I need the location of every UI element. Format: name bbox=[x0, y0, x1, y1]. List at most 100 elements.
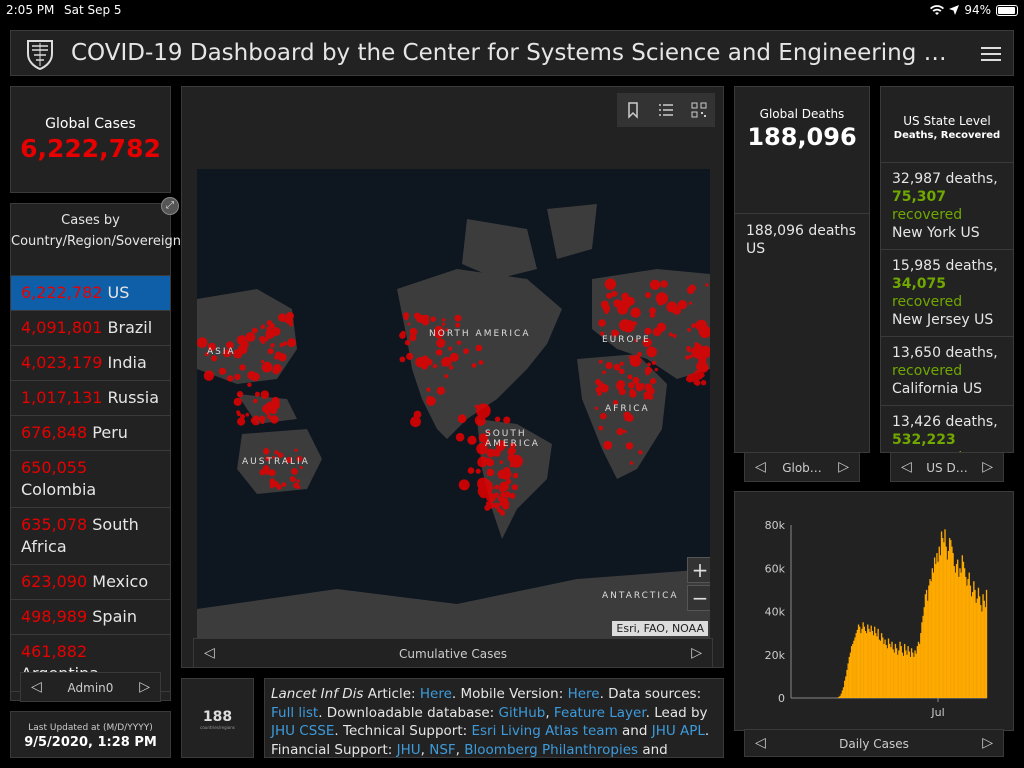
case-bubble[interactable] bbox=[227, 375, 234, 382]
daily-cases-bar[interactable] bbox=[869, 632, 871, 698]
daily-cases-bar[interactable] bbox=[912, 652, 914, 698]
case-bubble[interactable] bbox=[612, 399, 619, 406]
daily-cases-bar[interactable] bbox=[959, 568, 961, 698]
case-bubble[interactable] bbox=[643, 396, 647, 400]
next-arrow-icon[interactable]: ▷ bbox=[982, 735, 993, 751]
case-bubble[interactable] bbox=[624, 417, 628, 421]
case-bubble[interactable] bbox=[479, 490, 488, 499]
case-bubble[interactable] bbox=[273, 363, 282, 373]
daily-cases-bar[interactable] bbox=[946, 559, 948, 698]
case-bubble[interactable] bbox=[644, 327, 652, 335]
case-bubble[interactable] bbox=[598, 425, 604, 431]
case-bubble[interactable] bbox=[266, 326, 272, 332]
daily-cases-bar[interactable] bbox=[915, 653, 917, 698]
daily-cases-bar[interactable] bbox=[948, 537, 951, 698]
case-bubble[interactable] bbox=[493, 502, 500, 509]
country-list-item[interactable]: 623,090 Mexico bbox=[11, 565, 170, 600]
case-bubble[interactable] bbox=[263, 448, 270, 455]
daily-cases-bar[interactable] bbox=[850, 646, 853, 698]
daily-cases-bar[interactable] bbox=[981, 611, 983, 699]
country-list-item[interactable]: 1,017,131 Russia bbox=[11, 381, 170, 416]
case-bubble[interactable] bbox=[204, 352, 209, 357]
case-bubble[interactable] bbox=[496, 442, 505, 452]
case-bubble[interactable] bbox=[456, 340, 462, 345]
map-pager-label[interactable]: Cumulative Cases bbox=[399, 647, 507, 661]
daily-cases-bar[interactable] bbox=[917, 641, 920, 699]
case-bubble[interactable] bbox=[477, 456, 488, 467]
daily-cases-bar[interactable] bbox=[955, 563, 958, 698]
case-bubble[interactable] bbox=[502, 497, 509, 503]
case-bubble[interactable] bbox=[286, 456, 293, 463]
case-bubble[interactable] bbox=[211, 355, 218, 362]
daily-cases-bar[interactable] bbox=[951, 546, 953, 699]
daily-cases-bar[interactable] bbox=[857, 624, 860, 698]
case-bubble[interactable] bbox=[499, 486, 505, 493]
daily-cases-bar[interactable] bbox=[860, 633, 862, 699]
case-bubble[interactable] bbox=[695, 319, 708, 332]
daily-cases-bar[interactable] bbox=[943, 542, 945, 698]
daily-cases-bar[interactable] bbox=[962, 561, 965, 698]
case-bubble[interactable] bbox=[685, 377, 691, 382]
case-bubble[interactable] bbox=[598, 319, 606, 327]
case-bubble[interactable] bbox=[247, 382, 252, 387]
case-bubble[interactable] bbox=[266, 320, 273, 326]
daily-cases-bar[interactable] bbox=[887, 638, 890, 698]
daily-cases-bar[interactable] bbox=[976, 598, 978, 698]
daily-cases-bar[interactable] bbox=[894, 643, 897, 698]
case-bubble[interactable] bbox=[404, 316, 409, 321]
case-bubble[interactable] bbox=[503, 491, 511, 498]
case-bubble[interactable] bbox=[616, 428, 624, 436]
country-list-item[interactable]: 4,023,179 India bbox=[11, 346, 170, 381]
daily-cases-bar[interactable] bbox=[838, 696, 840, 698]
case-bubble[interactable] bbox=[640, 383, 645, 388]
case-bubble[interactable] bbox=[296, 455, 303, 462]
case-bubble[interactable] bbox=[226, 341, 234, 350]
case-bubble[interactable] bbox=[650, 378, 656, 385]
daily-cases-bar[interactable] bbox=[914, 650, 916, 699]
daily-cases-bar[interactable] bbox=[898, 650, 900, 699]
case-bubble[interactable] bbox=[660, 280, 668, 288]
case-bubble[interactable] bbox=[509, 442, 517, 449]
case-bubble[interactable] bbox=[487, 491, 491, 495]
feature-layer-link[interactable]: Feature Layer bbox=[553, 704, 646, 721]
daily-cases-bar[interactable] bbox=[973, 581, 975, 698]
daily-cases-bar[interactable] bbox=[897, 654, 899, 698]
case-bubble[interactable] bbox=[409, 327, 418, 336]
case-bubble[interactable] bbox=[625, 442, 634, 450]
case-bubble[interactable] bbox=[293, 482, 300, 489]
case-bubble[interactable] bbox=[413, 312, 421, 320]
daily-cases-bar[interactable] bbox=[930, 581, 932, 698]
daily-cases-bar[interactable] bbox=[871, 630, 874, 698]
case-bubble[interactable] bbox=[296, 479, 300, 483]
daily-cases-bar[interactable] bbox=[958, 576, 960, 698]
daily-cases-bar[interactable] bbox=[985, 589, 988, 699]
case-bubble[interactable] bbox=[426, 396, 436, 406]
case-bubble[interactable] bbox=[444, 374, 449, 379]
case-bubble[interactable] bbox=[478, 360, 484, 365]
case-bubble[interactable] bbox=[275, 329, 279, 333]
state-pager-label[interactable]: US D… bbox=[926, 461, 968, 475]
daily-cases-bar[interactable] bbox=[910, 648, 913, 698]
case-bubble[interactable] bbox=[247, 370, 256, 380]
case-bubble[interactable] bbox=[649, 279, 661, 290]
daily-cases-bar[interactable] bbox=[867, 624, 869, 698]
daily-cases-bar[interactable] bbox=[893, 652, 895, 698]
country-list-item[interactable]: 4,091,801 Brazil bbox=[11, 311, 170, 346]
case-bubble[interactable] bbox=[668, 332, 673, 337]
daily-cases-bar[interactable] bbox=[891, 641, 893, 699]
case-bubble[interactable] bbox=[441, 322, 446, 326]
case-bubble[interactable] bbox=[619, 319, 631, 332]
us-state-row[interactable]: 32,987 deaths, 75,307 recovered New York … bbox=[881, 163, 1013, 250]
next-arrow-icon[interactable]: ▷ bbox=[691, 645, 702, 661]
prev-arrow-icon[interactable]: ◁ bbox=[901, 459, 912, 475]
case-bubble[interactable] bbox=[600, 331, 605, 336]
case-bubble[interactable] bbox=[423, 315, 429, 321]
case-bubble[interactable] bbox=[441, 359, 447, 365]
case-bubble[interactable] bbox=[272, 455, 276, 459]
case-bubble[interactable] bbox=[475, 468, 481, 474]
daily-cases-bar[interactable] bbox=[846, 669, 848, 698]
country-list-item[interactable]: 676,848 Peru bbox=[11, 416, 170, 451]
case-bubble[interactable] bbox=[666, 301, 678, 313]
daily-cases-bar[interactable] bbox=[847, 663, 849, 698]
case-bubble[interactable] bbox=[655, 292, 669, 305]
